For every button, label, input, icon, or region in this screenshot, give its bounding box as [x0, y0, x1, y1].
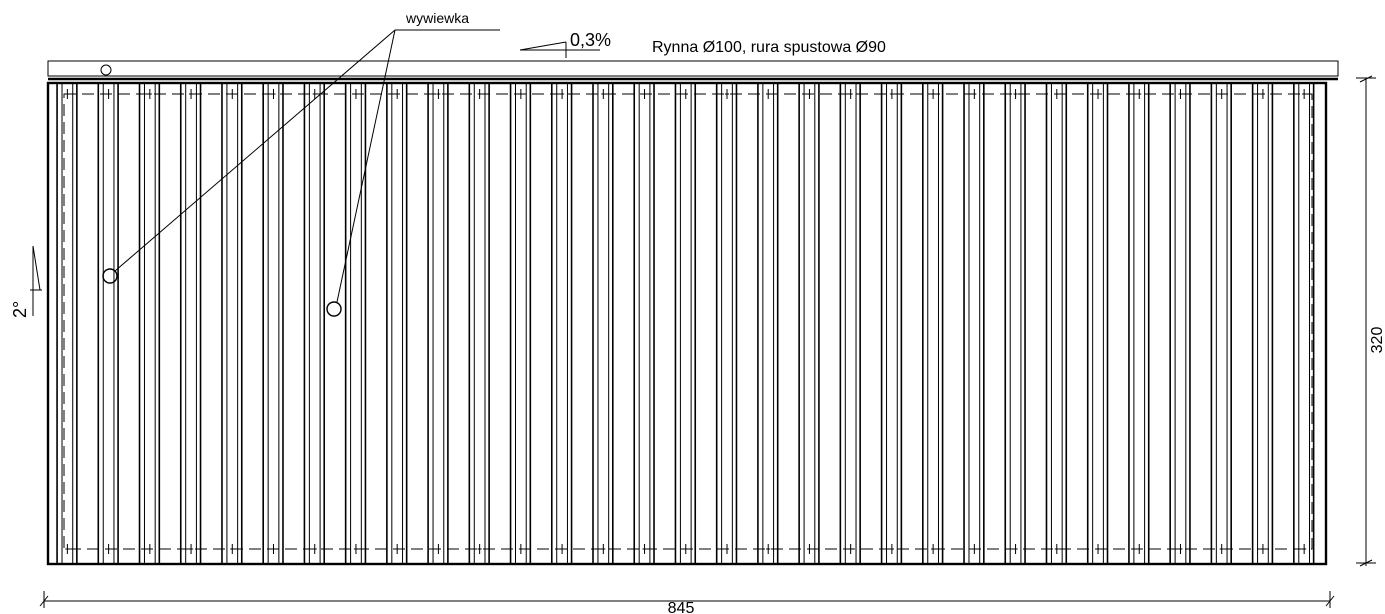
roof-outline	[46, 81, 1328, 566]
leader-line	[114, 29, 396, 272]
roof-slope-label: 2°	[10, 301, 30, 318]
vent-group: wywiewka	[102, 10, 500, 317]
dimension-width: 845	[39, 591, 1335, 614]
roof-inner-dashed-edge	[63, 93, 1313, 550]
leader-line	[336, 29, 396, 303]
vent-symbol	[102, 268, 118, 284]
gutter-slope-label: 0,3%	[570, 30, 611, 50]
dimension-width-label: 845	[668, 600, 695, 614]
gutter	[47, 60, 1339, 81]
vent-label: wywiewka	[405, 10, 469, 26]
roof-corrugations	[56, 83, 1315, 564]
gutter-slope-symbol: 0,3%	[519, 30, 611, 58]
gutter-spec-label: Rynna Ø100, rura spustowa Ø90	[652, 39, 886, 56]
dimension-height: 320	[1356, 75, 1385, 567]
downpipe-symbol	[100, 64, 112, 76]
vent-symbol	[326, 301, 342, 317]
roof-slope-symbol: 2°	[10, 245, 42, 318]
dimension-height-label: 320	[1369, 327, 1385, 354]
